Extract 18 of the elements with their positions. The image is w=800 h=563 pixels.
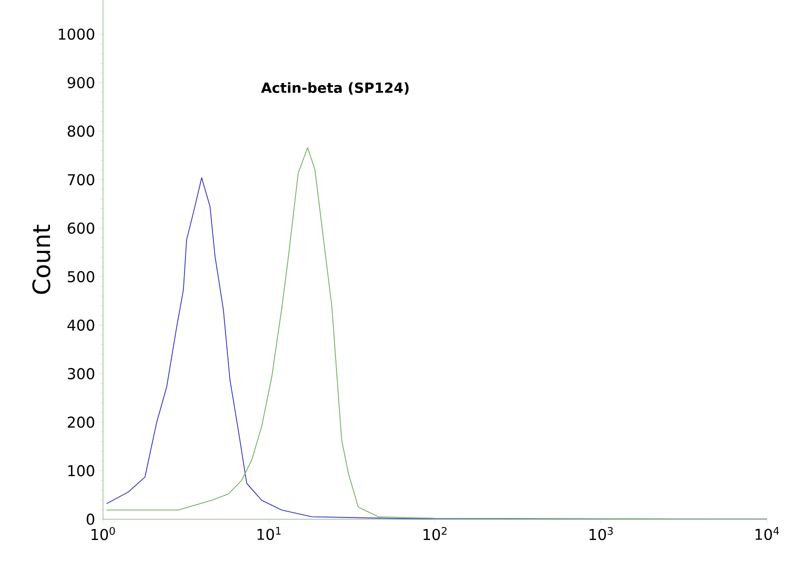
y-tick-label: 500 [68, 270, 94, 282]
x-tick-label: 10$^{1}$ [258, 526, 281, 540]
x-tick-label: 10$^{3}$ [590, 526, 613, 540]
y-tick-label: 200 [68, 416, 94, 428]
y-tick-label: 300 [68, 368, 94, 380]
y-tick-label: 600 [68, 222, 94, 234]
y-tick-label: 1000 [58, 28, 94, 40]
x-tick-label: 10$^{2}$ [424, 526, 447, 540]
x-tick-label: 10$^{4}$ [756, 526, 780, 540]
y-tick-label: 700 [68, 174, 94, 186]
y-tick-label: 900 [68, 76, 94, 88]
y-tick-label: 100 [68, 464, 94, 476]
y-tick-label: 400 [67, 319, 94, 331]
y-tick-label: 800 [68, 125, 94, 137]
y-axis-title: Count [32, 224, 50, 294]
annotation: Actin-beta (SP124) [261, 82, 409, 95]
y-tick-label: 0 [86, 513, 94, 525]
x-tick-label: 10$^{0}$ [92, 526, 115, 540]
